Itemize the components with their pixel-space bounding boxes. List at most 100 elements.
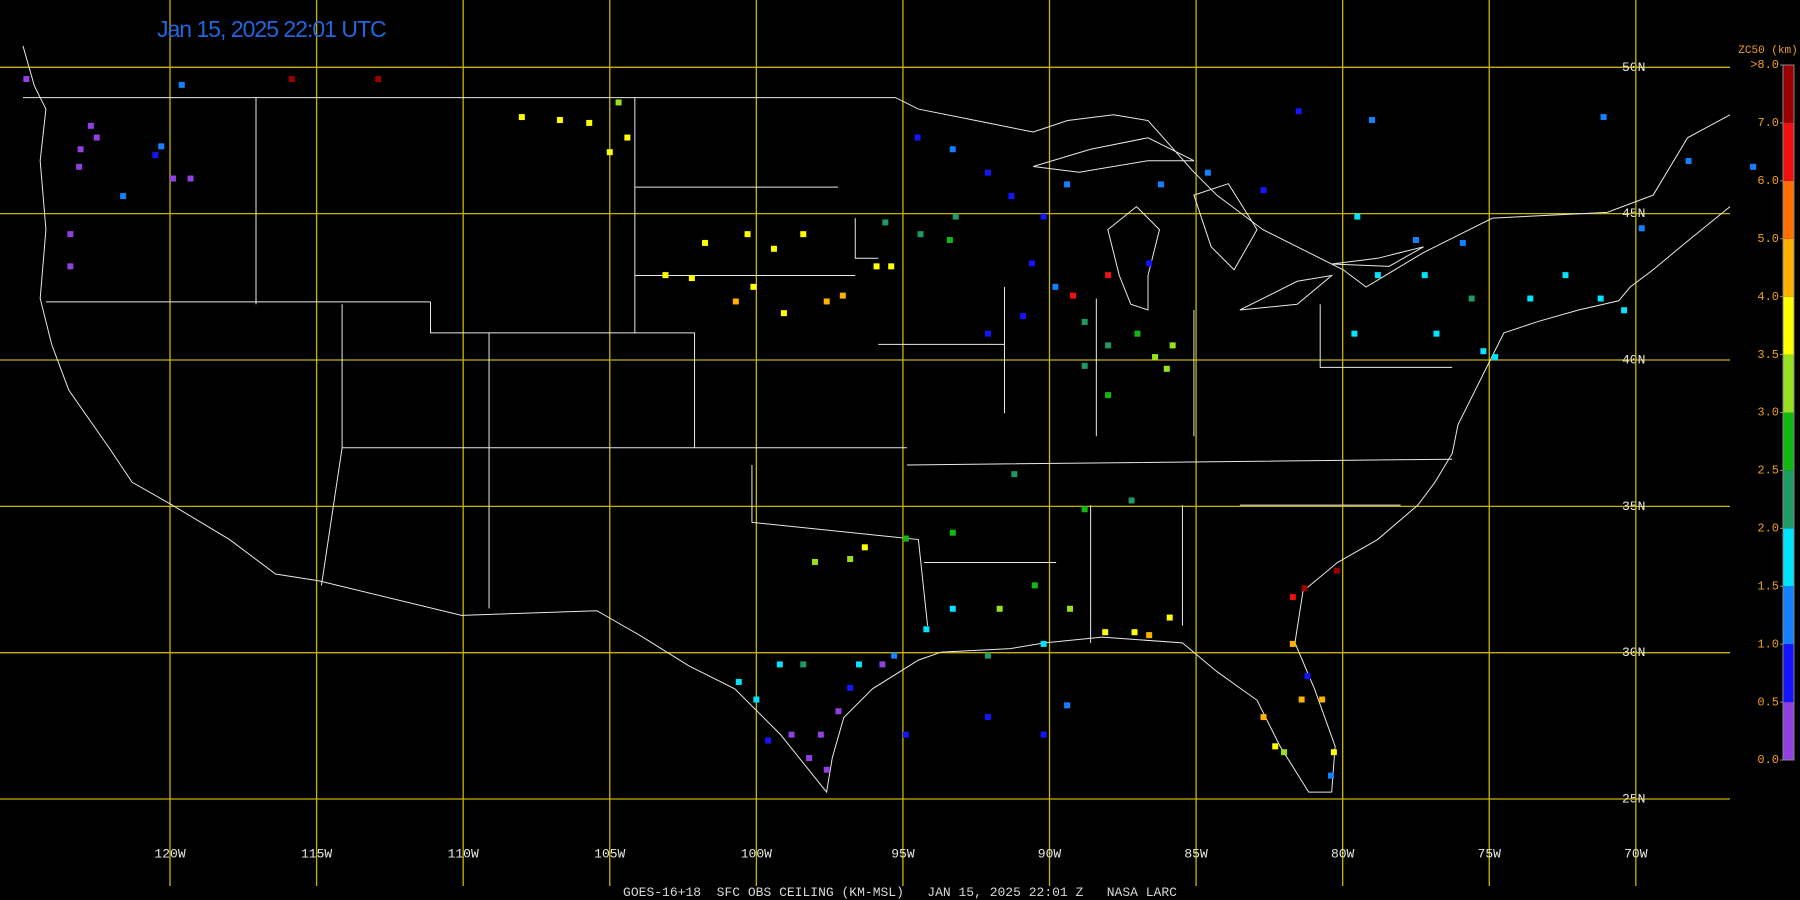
station-obs: [788, 731, 795, 738]
station-obs: [770, 245, 777, 252]
station-obs: [879, 661, 886, 668]
station-obs: [93, 134, 100, 141]
station-obs: [1031, 582, 1038, 589]
station-obs: [902, 731, 909, 738]
station-obs: [735, 678, 742, 685]
station-obs: [1152, 354, 1159, 361]
station-obs: [375, 76, 382, 83]
station-obs: [1064, 702, 1071, 709]
colorbar-segment: [1783, 586, 1794, 645]
station-obs: [1600, 114, 1607, 121]
station-obs: [1368, 117, 1375, 123]
longitude-label: 95W: [891, 846, 915, 861]
colorbar-label: 2.5: [1757, 464, 1779, 478]
station-obs: [1562, 272, 1569, 279]
station-obs: [1354, 213, 1361, 220]
station-obs: [688, 275, 695, 282]
station-obs: [1289, 640, 1296, 647]
station-obs: [624, 134, 631, 141]
station-obs: [1333, 567, 1340, 574]
station-obs: [1157, 181, 1164, 188]
station-obs: [1304, 673, 1311, 680]
station-obs: [902, 535, 909, 542]
colorbar-label: 3.0: [1757, 406, 1779, 420]
colorbar-label: 5.0: [1757, 232, 1779, 246]
station-obs: [1081, 506, 1088, 513]
station-obs: [1020, 313, 1027, 320]
station-obs: [1330, 749, 1337, 756]
station-obs: [1105, 272, 1112, 279]
station-obs: [949, 529, 956, 536]
colorbar-segment: [1783, 412, 1794, 471]
station-obs: [891, 652, 898, 659]
station-obs: [873, 263, 880, 270]
colorbar-label: 4.0: [1757, 290, 1779, 304]
latitude-label: 30N: [1622, 645, 1645, 660]
colorbar-segment: [1783, 180, 1794, 239]
station-obs: [1146, 260, 1153, 267]
longitude-label: 110W: [448, 846, 479, 861]
station-obs: [1638, 225, 1645, 232]
colorbar-label: 7.0: [1757, 116, 1779, 130]
station-obs: [1281, 749, 1288, 756]
colorbar-label: 3.5: [1757, 348, 1779, 362]
station-obs: [914, 134, 921, 141]
station-obs: [1597, 295, 1604, 302]
station-obs: [753, 696, 760, 703]
station-obs: [765, 737, 772, 744]
station-obs: [1295, 108, 1302, 115]
colorbar-label: 1.5: [1757, 579, 1779, 593]
station-obs: [152, 152, 159, 159]
station-obs: [917, 231, 924, 238]
station-obs: [1163, 365, 1170, 372]
station-obs: [855, 661, 862, 668]
colorbar-segment: [1783, 354, 1794, 413]
station-obs: [1298, 696, 1305, 703]
station-obs: [1064, 181, 1071, 188]
station-obs: [1412, 237, 1419, 243]
timestamp-title: Jan 15, 2025 22:01 UTC: [157, 16, 386, 42]
station-obs: [76, 163, 83, 170]
station-obs: [23, 76, 30, 83]
station-obs: [1421, 272, 1428, 279]
station-obs: [984, 652, 991, 659]
latitude-label: 40N: [1622, 352, 1645, 367]
latitude-label: 45N: [1622, 206, 1645, 221]
station-obs: [882, 219, 889, 226]
station-obs: [1480, 348, 1487, 355]
great-lakes: [1033, 138, 1423, 310]
station-obs: [1008, 193, 1015, 200]
station-obs: [67, 263, 74, 270]
station-obs: [67, 231, 74, 238]
colorbar-segment: [1783, 644, 1794, 703]
station-obs: [1459, 239, 1466, 246]
observations: [23, 76, 1757, 779]
station-obs: [1374, 272, 1381, 279]
colorbar-label: 1.0: [1757, 637, 1779, 651]
station-obs: [586, 119, 593, 126]
station-obs: [823, 766, 830, 773]
station-obs: [1134, 330, 1141, 337]
longitude-label: 115W: [301, 846, 332, 861]
colorbar-segment: [1783, 122, 1794, 181]
colorbar-segment: [1783, 65, 1794, 123]
station-obs: [1166, 614, 1173, 621]
longitude-label: 70W: [1624, 846, 1648, 861]
longitude-label: 85W: [1184, 846, 1208, 861]
station-obs: [556, 117, 563, 123]
station-obs: [1319, 696, 1326, 703]
station-obs: [1272, 743, 1279, 750]
station-obs: [1169, 342, 1176, 349]
station-obs: [732, 298, 739, 305]
station-obs: [1621, 307, 1628, 314]
colorbar-segment: [1783, 528, 1794, 587]
station-obs: [817, 731, 824, 738]
latitude-label: 35N: [1622, 499, 1645, 514]
station-obs: [1301, 585, 1308, 592]
station-obs: [1105, 342, 1112, 349]
station-obs: [1069, 292, 1076, 299]
colorbar-label: >8.0: [1750, 58, 1779, 72]
station-obs: [996, 605, 1003, 612]
